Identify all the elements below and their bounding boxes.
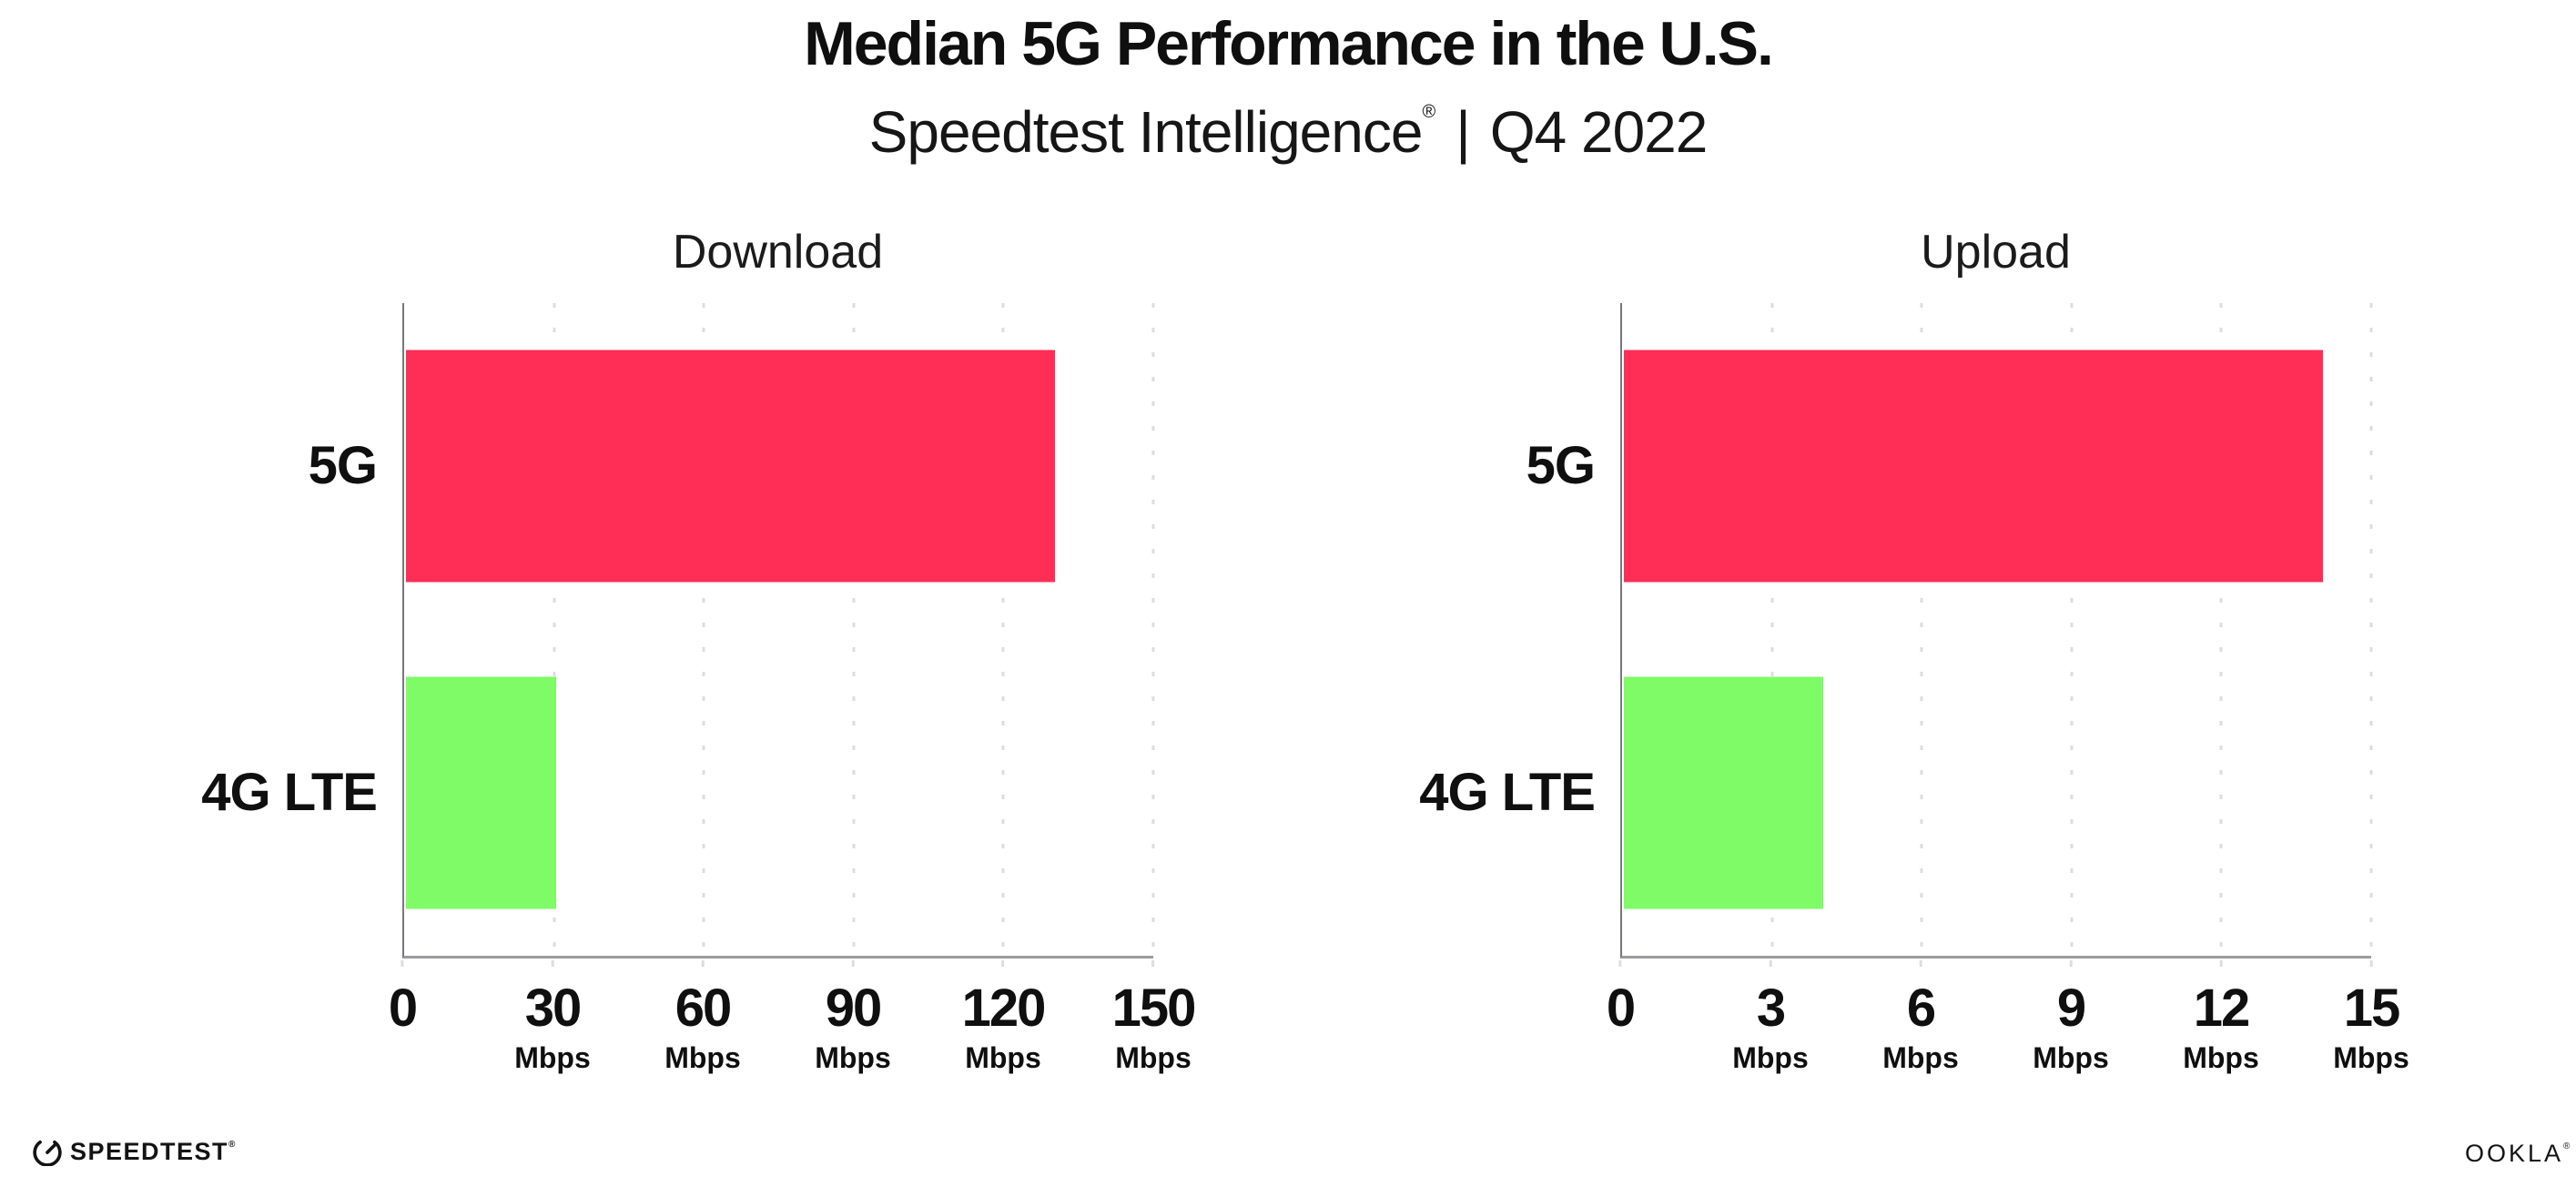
x-tick-label: 15 <box>2343 979 2401 1038</box>
x-tick-label: 12 <box>2193 979 2251 1038</box>
gridline-30 <box>553 303 556 956</box>
tick-mark <box>2219 960 2223 967</box>
tick-mark <box>1769 960 1772 967</box>
tick-mark <box>1618 960 1622 967</box>
upload-plot-area: 5G 4G LTE <box>1419 303 2373 959</box>
tick-mark <box>2369 960 2373 967</box>
x-tick-label: 60 <box>674 979 733 1038</box>
subtitle-divider: | <box>1455 99 1471 165</box>
tick-mark <box>551 960 554 967</box>
speedtest-gauge-icon <box>33 1140 62 1166</box>
x-tick-label: 3 <box>1756 979 1786 1038</box>
registered-mark: ® <box>228 1139 236 1150</box>
x-tick-6: 6 Mbps <box>1882 959 1959 1072</box>
x-tick-9: 9 Mbps <box>2033 959 2109 1072</box>
x-tick-12: 12 Mbps <box>2183 959 2259 1072</box>
x-tick-unit-label: Mbps <box>2033 1041 2109 1074</box>
subtitle-period: Q4 2022 <box>1489 99 1709 165</box>
bar-4g-lte-download <box>406 676 556 909</box>
x-tick-60: 60 Mbps <box>664 959 741 1072</box>
x-tick-label: 0 <box>1606 979 1636 1038</box>
registered-mark: ® <box>2563 1141 2571 1151</box>
gridline-6 <box>1920 303 1923 956</box>
x-tick-label: 0 <box>388 979 418 1038</box>
upload-x-axis: 0 3 Mbps 6 Mbps 9 Mbps 12 Mbps 15 Mbps <box>1607 959 2409 1086</box>
download-chart: Download 5G 4G LTE 0 30 Mbps 60 Mbps 90 Mbps 120… <box>201 228 1196 1072</box>
bar-4g-lte-upload <box>1624 676 1824 909</box>
x-tick-label: 90 <box>825 979 883 1038</box>
figure-title: Median 5G Performance in the U.S. <box>804 9 1774 78</box>
gridline-12 <box>2219 303 2223 956</box>
x-tick-label: 9 <box>2056 979 2086 1038</box>
gridline-9 <box>2070 303 2074 956</box>
tick-mark <box>2069 960 2073 967</box>
x-tick-3: 3 Mbps <box>1732 959 1809 1072</box>
x-tick-unit-label: Mbps <box>1732 1041 1809 1074</box>
x-tick-15: 15 Mbps <box>2333 959 2409 1072</box>
x-tick-150: 150 Mbps <box>1111 959 1197 1074</box>
x-tick-label: 120 <box>961 979 1047 1038</box>
x-tick-0: 0 <box>388 959 418 1038</box>
gridline-120 <box>1001 303 1005 956</box>
x-tick-label: 150 <box>1111 979 1197 1038</box>
tick-mark <box>1151 960 1155 967</box>
category-label-4g-lte: 4G LTE <box>1419 762 1596 822</box>
category-label-5g: 5G <box>1526 436 1596 496</box>
bar-5g-upload <box>1624 350 2324 583</box>
figure-subtitle: Speedtest Intelligence® | Q4 2022 <box>0 99 2576 165</box>
gridline-150 <box>1151 303 1155 956</box>
gridline-60 <box>702 303 705 956</box>
x-tick-unit-label: Mbps <box>815 1041 891 1074</box>
x-tick-label: 6 <box>1906 979 1936 1038</box>
tick-mark <box>851 960 855 967</box>
upload-chart: Upload 5G 4G LTE 0 3 Mbps 6 Mbps 9 Mbps 12 Mbps 15… <box>1419 228 2409 1072</box>
x-tick-unit-label: Mbps <box>2183 1041 2259 1074</box>
speedtest-wordmark: SPEEDTEST® <box>70 1137 236 1165</box>
x-tick-0: 0 <box>1606 959 1636 1038</box>
x-tick-unit-label: Mbps <box>1115 1041 1192 1074</box>
download-x-axis: 0 30 Mbps 60 Mbps 90 Mbps 120 Mbps 150 Mbps <box>389 959 1196 1086</box>
x-tick-unit-label: Mbps <box>1882 1041 1959 1074</box>
registered-mark: ® <box>1422 102 1436 122</box>
tick-mark <box>701 960 705 967</box>
category-label-4g-lte: 4G LTE <box>201 762 378 822</box>
upload-chart-title: Upload <box>1921 226 2071 279</box>
download-plot-area: 5G 4G LTE <box>201 303 1155 959</box>
ookla-wordmark: OOKLA® <box>2465 1140 2571 1167</box>
speedtest-logo: SPEEDTEST® <box>33 1137 235 1166</box>
download-chart-title: Download <box>672 226 884 279</box>
x-tick-unit-label: Mbps <box>664 1041 741 1074</box>
ookla-logo: OOKLA® <box>2465 1141 2570 1166</box>
tick-mark <box>401 960 404 967</box>
x-tick-90: 90 Mbps <box>815 959 891 1072</box>
gridline-3 <box>1770 303 1774 956</box>
category-label-5g: 5G <box>308 436 378 496</box>
gridline-90 <box>852 303 856 956</box>
subtitle-brand: Speedtest Intelligence <box>868 99 1424 165</box>
tick-mark <box>1919 960 1922 967</box>
x-tick-120: 120 Mbps <box>961 959 1047 1074</box>
x-tick-label: 30 <box>524 979 583 1038</box>
x-tick-30: 30 Mbps <box>514 959 591 1072</box>
tick-mark <box>1001 960 1005 967</box>
gridline-15 <box>2369 303 2373 956</box>
x-tick-unit-label: Mbps <box>965 1041 1041 1074</box>
x-tick-unit-label: Mbps <box>514 1041 591 1074</box>
bar-5g-download <box>406 350 1056 583</box>
x-tick-unit-label: Mbps <box>2333 1041 2409 1074</box>
